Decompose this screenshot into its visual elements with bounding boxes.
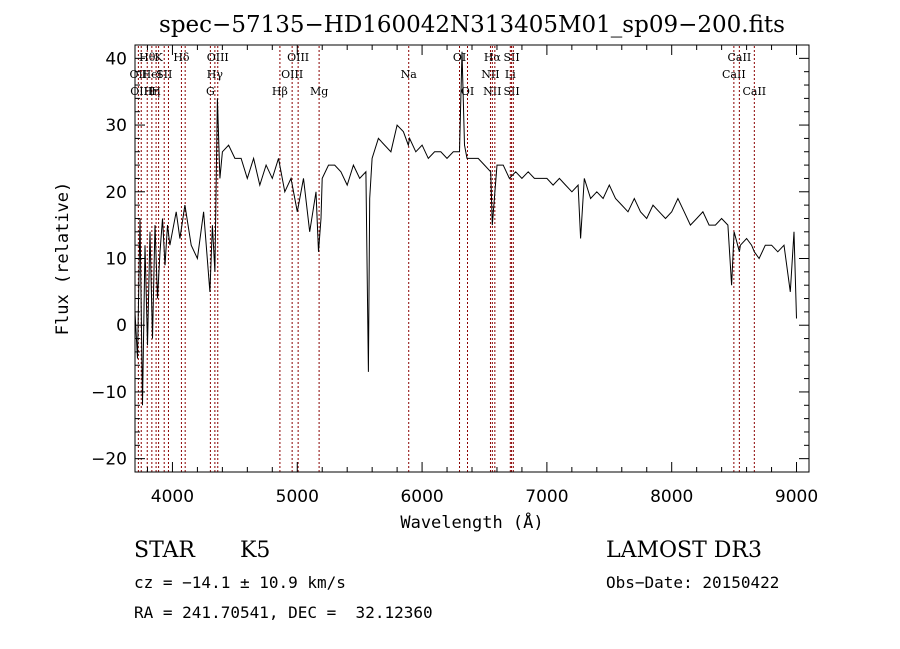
spectrum-series	[134, 51, 797, 406]
y-tick-label: 30	[105, 116, 127, 136]
object-subclass: K5	[240, 538, 271, 563]
line-marker-label: H	[151, 85, 161, 98]
x-tick-label: 7000	[525, 487, 568, 507]
line-marker-label: Li	[505, 68, 516, 81]
line-marker-label: Hα	[484, 51, 502, 64]
line-marker-label: CaII	[728, 51, 752, 64]
coordinates: RA = 241.70541, DEC = 32.12360	[134, 603, 433, 622]
line-marker-label: K	[154, 51, 163, 64]
line-marker-label: NII	[481, 68, 499, 81]
line-marker-label: OIII	[207, 51, 229, 64]
line-marker-label: Hδ	[173, 51, 190, 64]
line-marker-label: OIII	[281, 68, 303, 81]
y-tick-label: 0	[116, 316, 127, 336]
line-marker-label: CaII	[742, 85, 766, 98]
line-marker-label: HeI	[142, 68, 162, 81]
line-marker-label: OIII	[287, 51, 309, 64]
line-marker-label: Hβ	[272, 85, 288, 98]
line-marker-label: G	[206, 85, 215, 98]
y-tick-label: −20	[91, 450, 127, 470]
y-tick-label: −10	[91, 383, 127, 403]
redshift-cz: cz = −14.1 ± 10.9 km/s	[134, 573, 346, 592]
line-marker-label: OII	[130, 68, 148, 81]
y-tick-label: 40	[105, 49, 127, 69]
chart-title: spec−57135−HD160042N313405M01_sp09−200.f…	[159, 12, 785, 38]
x-tick-label: 5000	[276, 487, 319, 507]
observation-date: Obs−Date: 20150422	[606, 573, 780, 592]
line-marker-label: OI	[453, 51, 466, 64]
x-tick-label: 4000	[151, 487, 194, 507]
x-tick-label: 6000	[400, 487, 443, 507]
line-marker-label: Hγ	[207, 68, 224, 81]
line-marker-label: SII	[503, 85, 519, 98]
line-marker-label: SII	[156, 68, 172, 81]
spectrum-line	[134, 51, 797, 406]
y-axis-label: Flux (relative)	[53, 182, 73, 336]
emission-line-markers: OIIOIIIHθHηHeIHKSIIHδGHγOIIIHβOIIIOIIIMg…	[130, 46, 766, 472]
object-class: STAR	[134, 538, 195, 563]
x-tick-label: 8000	[650, 487, 693, 507]
line-marker-label: Hθ	[139, 51, 156, 64]
x-axis-label: Wavelength (Å)	[400, 511, 543, 533]
line-marker-label: Na	[401, 68, 418, 81]
line-marker-label: CaII	[722, 68, 746, 81]
line-marker-label: SII	[503, 51, 519, 64]
line-marker-label: NII	[483, 85, 501, 98]
survey-name: LAMOST DR3	[606, 538, 762, 563]
y-tick-label: 20	[105, 183, 127, 203]
axes: 4000 5000 6000 7000 8000 9000 −20 −10 0 10 20 30 40	[91, 45, 818, 507]
line-marker-label: Mg	[310, 85, 328, 98]
line-marker-label: OI	[461, 85, 474, 98]
plot-frame	[134, 44, 810, 473]
y-tick-label: 10	[105, 250, 127, 270]
x-tick-label: 9000	[775, 487, 818, 507]
